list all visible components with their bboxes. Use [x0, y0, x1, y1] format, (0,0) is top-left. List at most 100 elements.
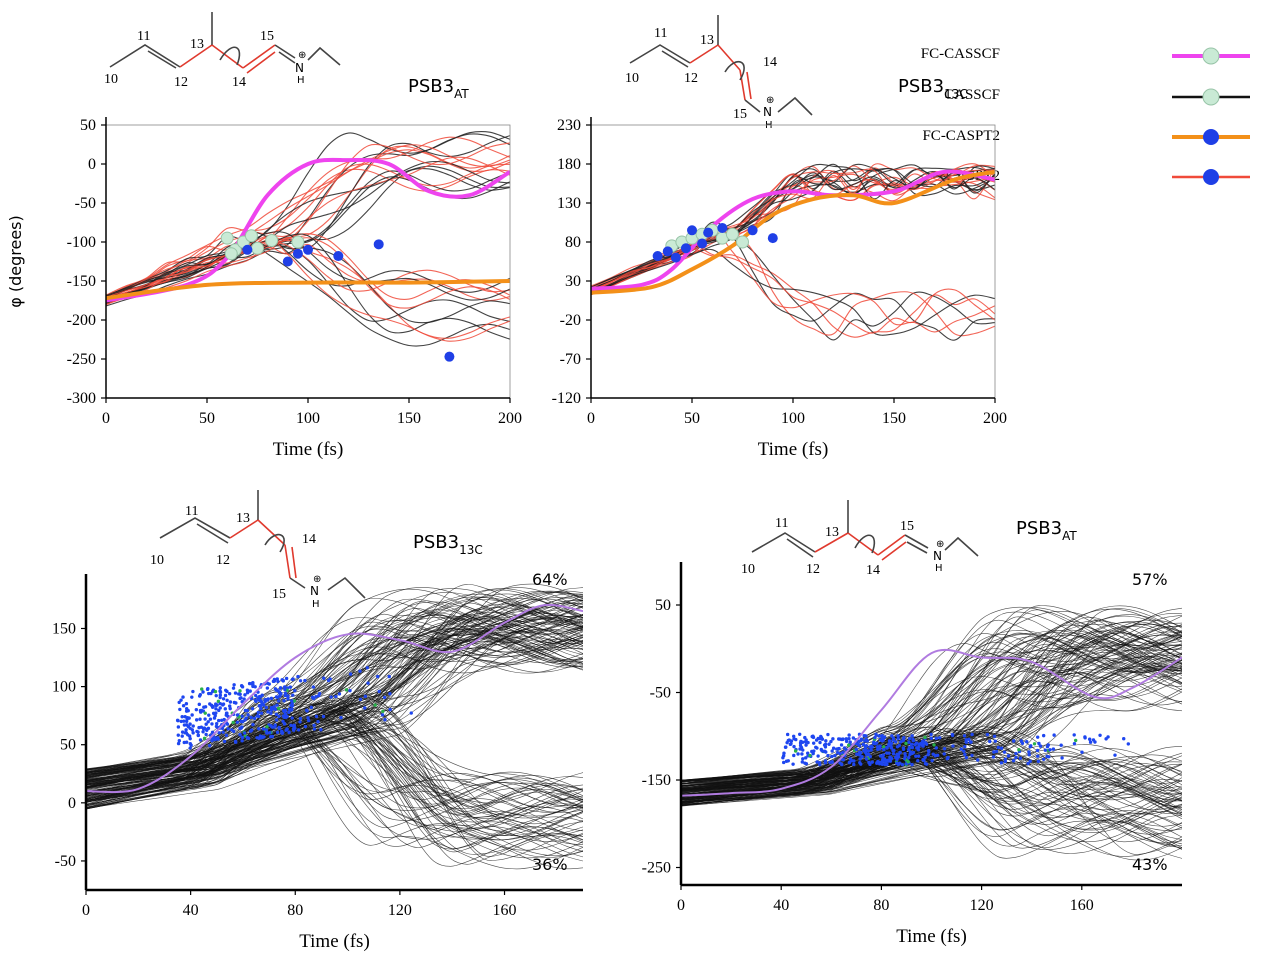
- hop-point: [878, 747, 882, 751]
- molecule-top-left: 11 13 15 10 12 14 N ⊕ H: [104, 12, 341, 90]
- chart-panel-psb3-13c-top: 230 180 130 80 30 -20 -70 -120 0 50 100 150 200 Time …: [552, 76, 1007, 460]
- hop-point: [197, 725, 201, 730]
- trajectory-line: [591, 244, 995, 334]
- trajectory-line: [86, 618, 583, 770]
- hop-point: [194, 707, 199, 712]
- chart-panel-psb3-13c-bottom: 150 100 50 0 -50 0 40 80 120 160 Time (fs) PSB313C 6…: [52, 532, 583, 952]
- hop-point: [365, 666, 369, 670]
- hop-point: [876, 759, 880, 764]
- hop-point: [188, 736, 192, 741]
- hop-point: [833, 753, 837, 758]
- hop-point: [217, 708, 221, 713]
- hop-point: [177, 700, 181, 705]
- hop-point: [293, 688, 297, 693]
- hop-point: [898, 761, 902, 765]
- hop-point: [223, 707, 228, 711]
- hop-point: [251, 680, 255, 685]
- hop-point: [269, 711, 273, 716]
- trajectory-line: [106, 149, 510, 296]
- hop-point: [243, 693, 247, 697]
- hop-point: [800, 752, 804, 756]
- x-tick-label: 160: [1070, 897, 1094, 914]
- hop-point: [239, 719, 243, 723]
- series-line-average: [86, 603, 583, 794]
- hop-point: [874, 732, 878, 737]
- legend-item-casscf: CASSCF: [944, 87, 1250, 106]
- x-tick-label: 150: [397, 410, 421, 427]
- hop-point: [906, 760, 910, 764]
- hop-point: [253, 685, 257, 689]
- hop-point: [880, 762, 884, 767]
- hop-point: [211, 711, 216, 716]
- hop-point: [839, 743, 844, 747]
- y-tick-label: -50: [55, 853, 76, 870]
- hop-point: [858, 751, 863, 755]
- mol4-label: 15: [900, 519, 914, 534]
- hop-marker-caspt2: [303, 244, 313, 255]
- hop-point: [261, 703, 266, 707]
- hop-point: [816, 754, 820, 758]
- hop-point: [198, 738, 203, 742]
- hop-point: [924, 742, 929, 746]
- y-tick-label: -120: [552, 390, 581, 407]
- y-tick-label: -20: [560, 312, 581, 329]
- hop-point: [339, 715, 343, 720]
- hop-point: [806, 751, 810, 755]
- hop-point: [896, 752, 901, 756]
- hop-point: [179, 698, 183, 702]
- hop-point: [274, 695, 279, 699]
- hop-point: [206, 686, 210, 691]
- hop-point: [933, 754, 938, 758]
- hop-point: [227, 691, 232, 696]
- hop-point: [282, 715, 287, 719]
- hop-point: [271, 679, 276, 684]
- hop-point: [216, 718, 221, 723]
- mol3-label: N: [310, 584, 319, 598]
- hop-point: [970, 753, 974, 758]
- hop-point: [857, 744, 862, 748]
- y-tick-label: 30: [565, 273, 581, 290]
- hop-point: [309, 705, 314, 710]
- hop-point: [923, 735, 927, 740]
- hop-point: [334, 694, 338, 699]
- hop-point: [281, 719, 285, 724]
- hop-marker-casscf: [291, 235, 305, 249]
- mol1-label: 14: [232, 75, 246, 90]
- legend-marker: [1202, 88, 1220, 106]
- y-tick-label: -70: [560, 351, 581, 368]
- hop-point: [883, 762, 887, 767]
- trajectory-line: [86, 719, 583, 808]
- mol2-label: 14: [763, 55, 777, 70]
- trajectory-line: [86, 605, 583, 801]
- mol1-label: N: [295, 61, 304, 75]
- hop-point: [218, 689, 222, 693]
- hop-point: [842, 746, 847, 750]
- hop-point: [1048, 748, 1052, 752]
- hop-point: [282, 709, 287, 714]
- trajectory-line: [681, 741, 1182, 801]
- hop-point: [218, 706, 222, 710]
- hop-point: [822, 749, 826, 754]
- hop-point: [337, 692, 342, 696]
- trajectory-line: [106, 167, 510, 307]
- hop-point: [224, 688, 228, 693]
- hop-point: [258, 734, 262, 738]
- hop-point: [275, 730, 280, 735]
- hop-point: [321, 714, 326, 719]
- hop-point: [877, 734, 881, 738]
- mol2-label: 15: [733, 107, 747, 122]
- mol1-label: 11: [137, 29, 150, 44]
- trajectory-line: [86, 714, 583, 842]
- trajectory-line: [681, 732, 1182, 835]
- hop-point: [1006, 754, 1011, 758]
- mol1-label: ⊕: [298, 50, 306, 61]
- hop-point: [1028, 759, 1032, 764]
- trajectory-line: [86, 697, 583, 857]
- hop-point: [207, 713, 211, 717]
- hop-point: [1011, 739, 1016, 743]
- hop-point: [861, 742, 866, 747]
- hop-point: [991, 755, 996, 759]
- x-tick-label: 100: [296, 410, 320, 427]
- hop-point: [210, 705, 215, 709]
- hop-point: [822, 743, 827, 747]
